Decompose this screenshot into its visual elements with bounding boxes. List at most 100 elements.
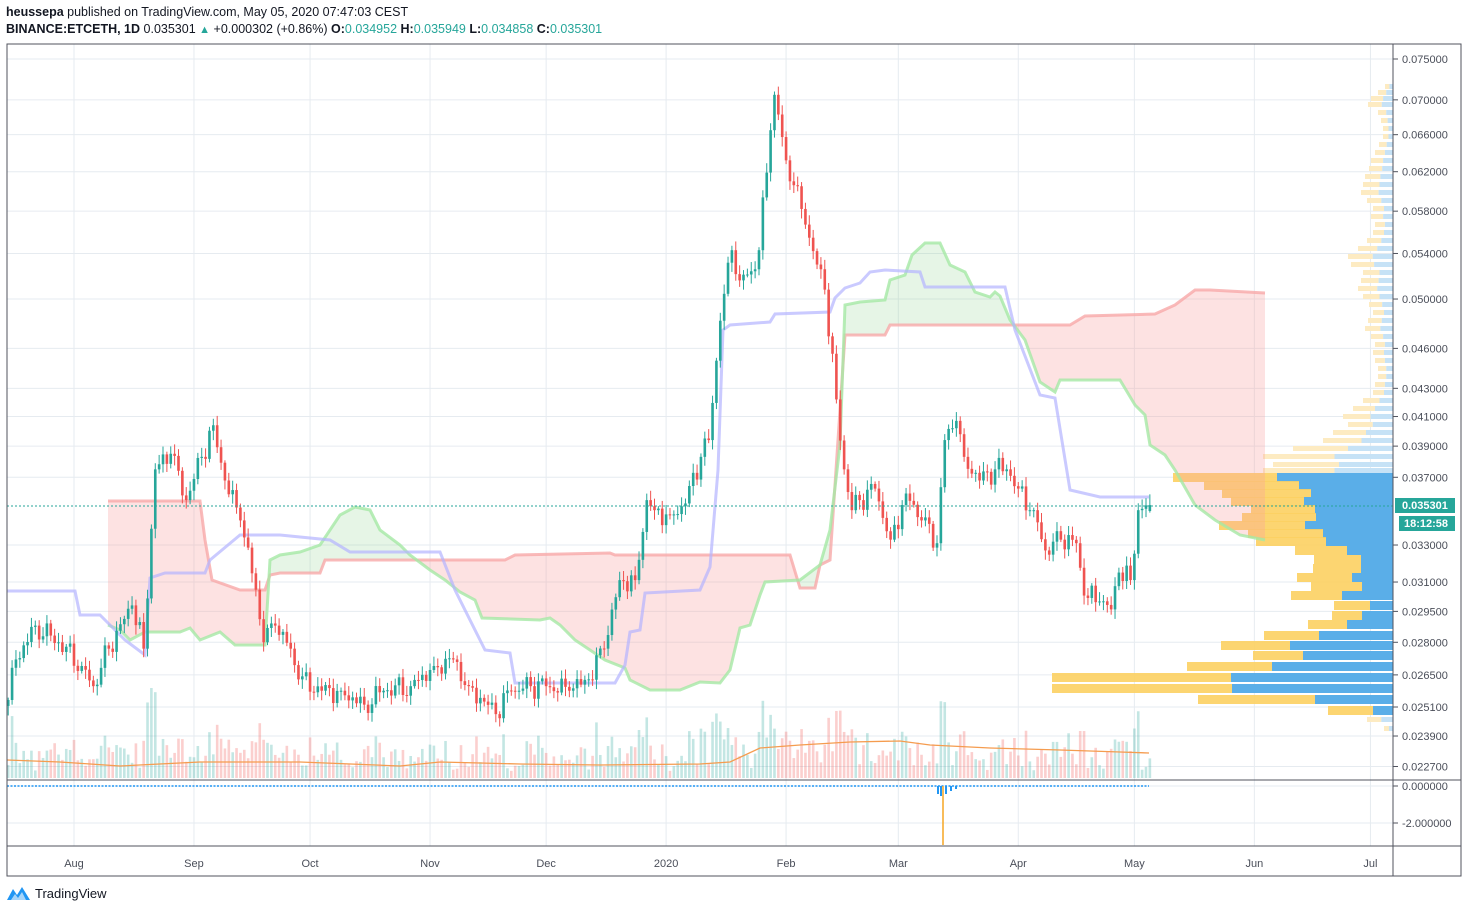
candle[interactable] xyxy=(88,660,91,688)
candle[interactable] xyxy=(703,431,707,466)
candle[interactable] xyxy=(738,265,741,287)
candle[interactable] xyxy=(726,256,730,297)
candle[interactable] xyxy=(432,656,436,673)
candle[interactable] xyxy=(486,694,490,715)
candle[interactable] xyxy=(304,663,308,681)
candle[interactable] xyxy=(827,282,830,345)
candle[interactable] xyxy=(1059,525,1063,543)
candle[interactable] xyxy=(680,497,683,522)
candle[interactable] xyxy=(951,419,954,433)
candle[interactable] xyxy=(734,241,738,281)
candle[interactable] xyxy=(664,505,668,534)
candle[interactable] xyxy=(1105,597,1109,613)
candle[interactable] xyxy=(718,312,722,368)
candle[interactable] xyxy=(107,642,111,656)
candle[interactable] xyxy=(355,692,358,708)
candle[interactable] xyxy=(26,633,29,655)
candle[interactable] xyxy=(974,469,978,482)
candle[interactable] xyxy=(1020,480,1024,492)
candle[interactable] xyxy=(850,482,854,519)
candle[interactable] xyxy=(618,571,621,601)
candle[interactable] xyxy=(424,670,428,688)
candle[interactable] xyxy=(742,270,745,290)
candle[interactable] xyxy=(1144,498,1148,518)
candle[interactable] xyxy=(227,472,231,498)
candle[interactable] xyxy=(916,501,919,527)
candle[interactable] xyxy=(552,680,556,699)
candle[interactable] xyxy=(506,681,509,703)
candle[interactable] xyxy=(1117,567,1121,591)
candle[interactable] xyxy=(72,634,76,673)
candle[interactable] xyxy=(819,257,823,279)
candle[interactable] xyxy=(498,711,501,727)
candle[interactable] xyxy=(471,680,474,692)
candle[interactable] xyxy=(931,520,935,551)
candle[interactable] xyxy=(885,511,888,539)
candle[interactable] xyxy=(792,172,796,193)
candle[interactable] xyxy=(804,202,807,229)
candle[interactable] xyxy=(479,689,482,712)
tradingview-logo[interactable]: TradingView xyxy=(6,885,107,901)
candle[interactable] xyxy=(1086,588,1090,606)
candle[interactable] xyxy=(459,653,463,689)
candle[interactable] xyxy=(1009,460,1012,482)
candle[interactable] xyxy=(637,551,641,585)
candle[interactable] xyxy=(417,670,420,690)
candle[interactable] xyxy=(262,610,265,652)
candle[interactable] xyxy=(64,643,68,662)
candle[interactable] xyxy=(1024,477,1028,520)
candle[interactable] xyxy=(912,492,916,508)
candle[interactable] xyxy=(838,390,842,451)
candle[interactable] xyxy=(610,602,614,641)
candle[interactable] xyxy=(691,463,695,496)
candle[interactable] xyxy=(397,673,401,695)
candle[interactable] xyxy=(927,510,931,534)
candle[interactable] xyxy=(757,247,761,276)
candle[interactable] xyxy=(602,641,606,658)
candle[interactable] xyxy=(293,642,296,673)
candle[interactable] xyxy=(1075,536,1078,553)
candle[interactable] xyxy=(169,446,173,469)
candle[interactable] xyxy=(204,448,207,468)
candle[interactable] xyxy=(281,629,285,645)
candle[interactable] xyxy=(7,697,10,716)
candle[interactable] xyxy=(521,679,525,695)
candle[interactable] xyxy=(1140,499,1144,519)
candle[interactable] xyxy=(823,259,827,295)
candle[interactable] xyxy=(1047,546,1051,562)
candle[interactable] xyxy=(18,651,22,668)
candle[interactable] xyxy=(324,681,327,696)
candle[interactable] xyxy=(591,670,594,686)
candle[interactable] xyxy=(316,677,320,698)
candle[interactable] xyxy=(401,668,405,702)
candle[interactable] xyxy=(490,693,494,710)
candle[interactable] xyxy=(699,453,703,487)
candle[interactable] xyxy=(242,511,246,547)
candle[interactable] xyxy=(525,672,529,699)
candle[interactable] xyxy=(1129,557,1132,585)
candle[interactable] xyxy=(1044,532,1047,560)
candle[interactable] xyxy=(146,589,149,657)
candle[interactable] xyxy=(858,491,861,510)
candle[interactable] xyxy=(904,487,908,512)
candle[interactable] xyxy=(208,426,211,463)
candle[interactable] xyxy=(475,678,478,712)
candle[interactable] xyxy=(970,460,974,479)
candle[interactable] xyxy=(1136,503,1140,559)
candle[interactable] xyxy=(1032,507,1036,518)
candle[interactable] xyxy=(989,468,993,490)
candle[interactable] xyxy=(808,215,811,246)
candle[interactable] xyxy=(939,477,943,551)
candle[interactable] xyxy=(595,647,598,690)
candle[interactable] xyxy=(1028,502,1032,517)
candle[interactable] xyxy=(331,678,335,712)
candle[interactable] xyxy=(796,176,799,192)
candle[interactable] xyxy=(494,695,498,723)
candle[interactable] xyxy=(57,632,60,652)
candle[interactable] xyxy=(153,463,157,539)
candle[interactable] xyxy=(30,617,33,648)
candle[interactable] xyxy=(328,677,331,697)
candle[interactable] xyxy=(854,486,858,514)
candle[interactable] xyxy=(80,661,84,674)
candle[interactable] xyxy=(873,481,877,492)
